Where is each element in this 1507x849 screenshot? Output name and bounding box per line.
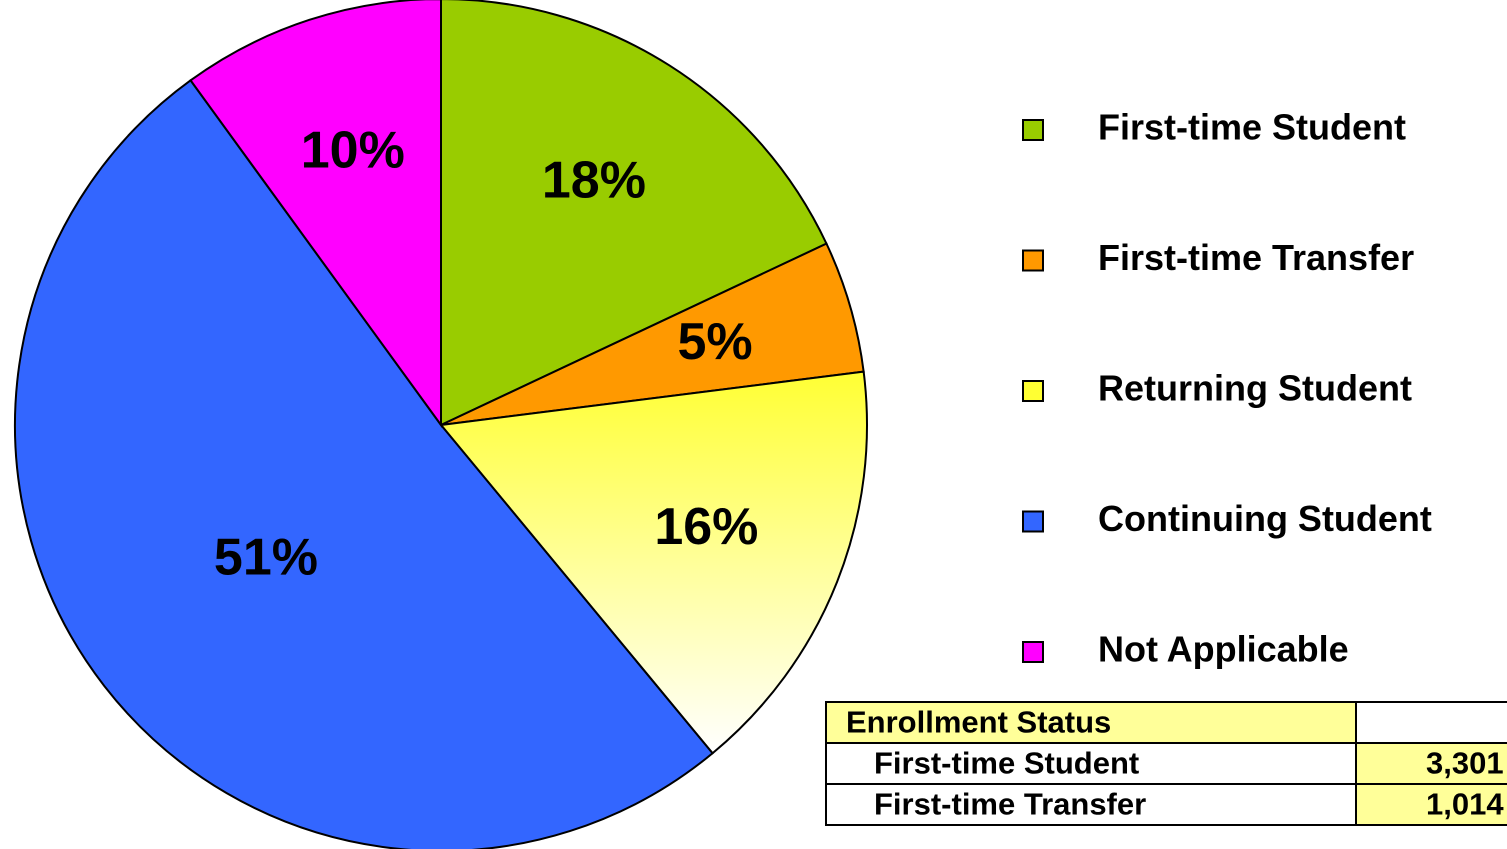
legend-label: Continuing Student xyxy=(1098,498,1432,539)
table-text: First-time Student xyxy=(874,746,1139,781)
legend-swatch xyxy=(1022,510,1044,533)
table-text: 3,301 xyxy=(1426,746,1504,781)
table-cell xyxy=(825,701,1357,744)
legend: First-time Student First-time Transfer Ret… xyxy=(1022,107,1432,670)
pie-slice xyxy=(440,0,828,427)
legend-label: Not Applicable xyxy=(1098,629,1349,670)
legend-swatch xyxy=(1022,249,1044,272)
data-label: 16% xyxy=(654,498,758,556)
pie: 18% 5% 16% 51% 10% xyxy=(14,0,868,849)
table-cell xyxy=(1355,701,1507,744)
pie-slice xyxy=(189,0,442,429)
data-label: 10% xyxy=(301,121,405,179)
legend-label: Returning Student xyxy=(1098,368,1412,409)
legend-swatch xyxy=(1022,380,1044,402)
legend-swatch xyxy=(1022,119,1044,141)
table: Enrollment Status First-time Student 3,301… xyxy=(825,701,1507,826)
table-text: First-time Transfer xyxy=(874,787,1146,822)
table-text: Enrollment Status xyxy=(846,705,1111,740)
legend-swatch xyxy=(1022,641,1044,663)
legend-label: First-time Student xyxy=(1098,107,1406,148)
table-cell xyxy=(1355,742,1507,785)
data-label: 18% xyxy=(542,152,646,210)
table-cell xyxy=(825,783,1357,826)
data-label: 51% xyxy=(214,529,318,587)
table-cell xyxy=(1355,783,1507,826)
pie-slice xyxy=(14,78,714,849)
table-cell xyxy=(825,742,1357,785)
table-text: 1,014 xyxy=(1426,787,1504,822)
pie-slice xyxy=(439,370,868,755)
data-label: 5% xyxy=(678,313,753,371)
legend-label: First-time Transfer xyxy=(1098,237,1414,278)
